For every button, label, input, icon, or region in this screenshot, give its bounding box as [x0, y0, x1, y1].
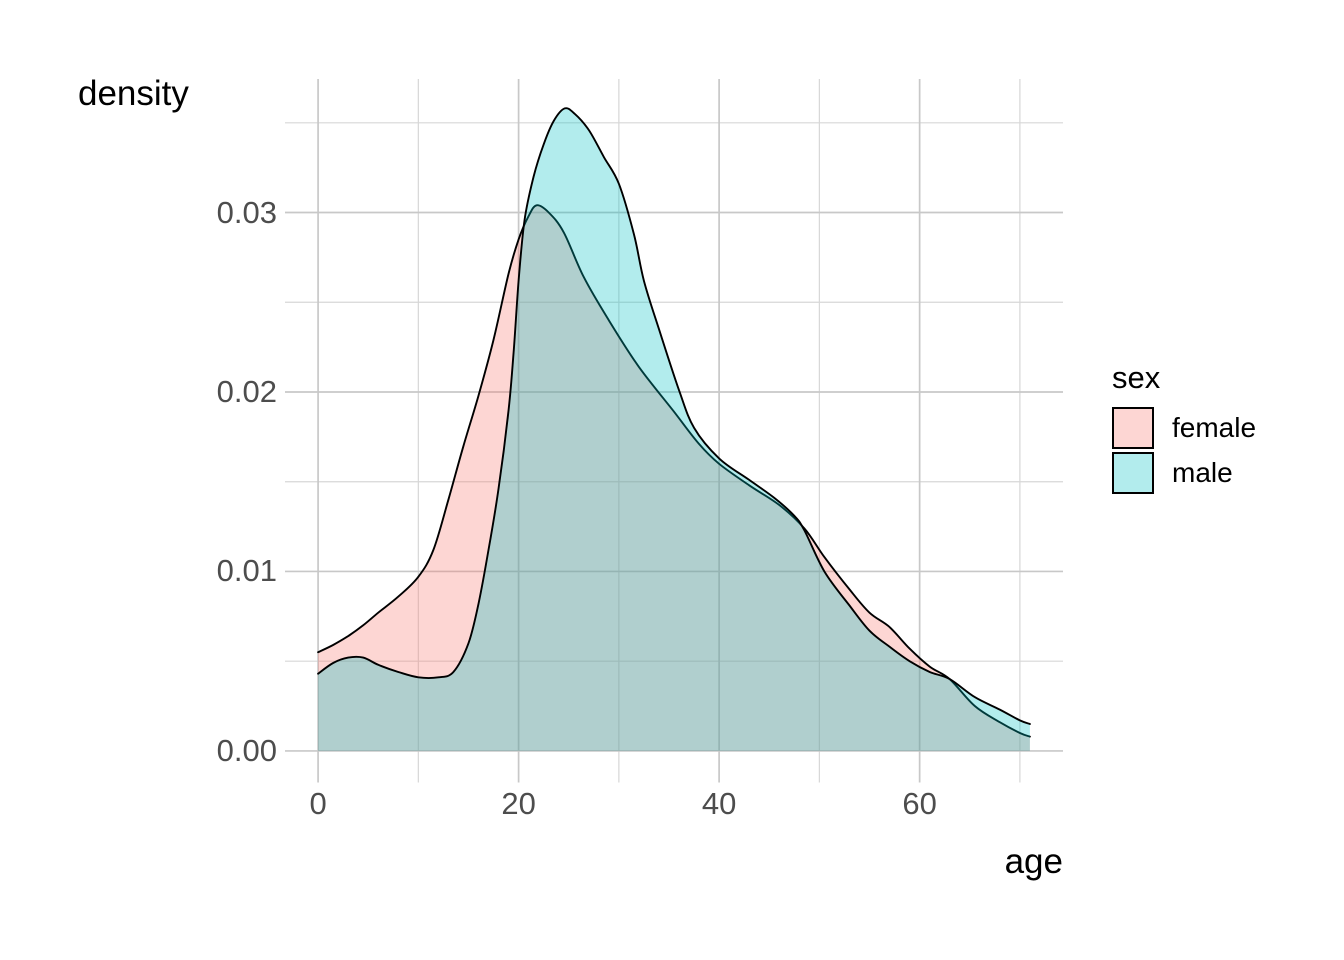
legend-items: female male [1112, 407, 1256, 494]
legend: sex female male [1112, 360, 1256, 497]
x-tick-label: 60 [902, 786, 937, 821]
legend-key-male [1112, 452, 1154, 494]
female-density-line [317, 204, 1031, 738]
y-tick-label: 0.03 [216, 194, 277, 230]
y-axis-title: density [78, 74, 189, 113]
female-density-area [318, 205, 1030, 751]
legend-item-female: female [1112, 407, 1256, 449]
y-tick-label: 0.01 [216, 553, 277, 589]
y-tick-label: 0.02 [216, 373, 277, 409]
legend-key-female [1112, 407, 1154, 449]
y-tick-label: 0.00 [216, 732, 277, 768]
x-axis-title: age [1004, 842, 1063, 881]
x-tick-label: 20 [501, 786, 536, 821]
x-tick-label: 40 [701, 786, 737, 821]
legend-label: male [1172, 457, 1233, 488]
legend-title: sex [1112, 360, 1161, 395]
male-density-line [317, 107, 1031, 725]
legend-item-male: male [1112, 452, 1256, 494]
legend-label: female [1172, 412, 1257, 443]
x-tick-label: 0 [309, 786, 327, 821]
male-density-area [318, 108, 1030, 751]
